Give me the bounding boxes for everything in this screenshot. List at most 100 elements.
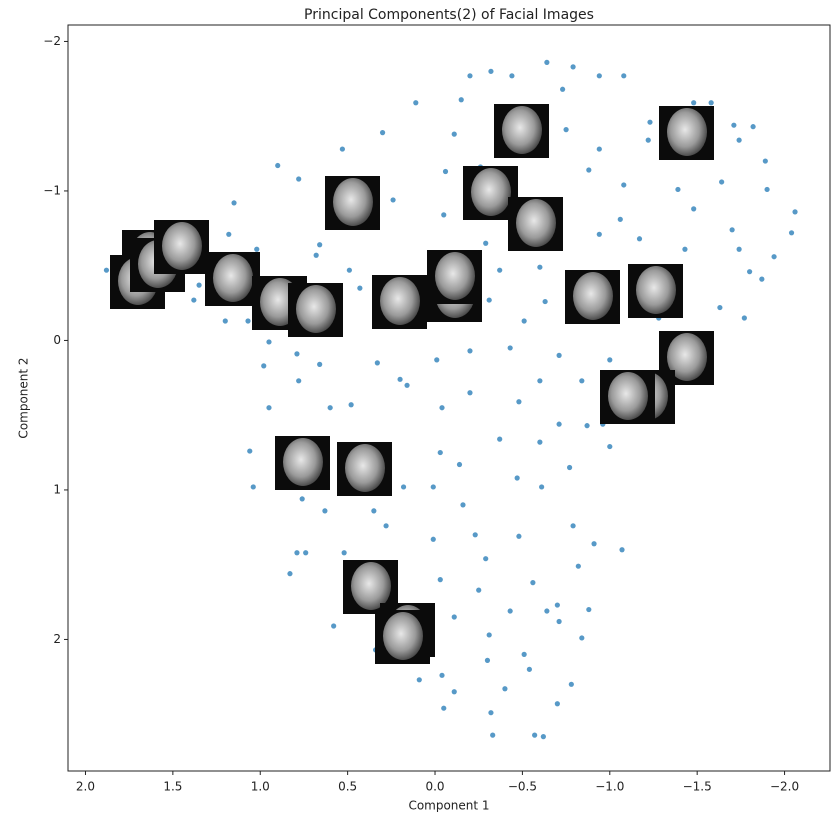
point	[741, 315, 747, 321]
face	[380, 277, 420, 325]
face	[162, 222, 202, 270]
point	[516, 533, 522, 539]
point	[762, 158, 768, 164]
point	[554, 701, 560, 707]
point	[514, 475, 520, 481]
point	[596, 73, 602, 79]
point	[486, 297, 492, 303]
point	[596, 231, 602, 237]
point	[556, 421, 562, 427]
point	[486, 632, 492, 638]
point	[736, 246, 742, 252]
point	[266, 339, 272, 345]
point	[275, 162, 281, 169]
point	[764, 186, 770, 193]
point	[621, 182, 627, 188]
x-tick-label: 2.0	[76, 780, 95, 794]
point	[437, 577, 443, 583]
point	[245, 318, 251, 324]
point	[507, 345, 513, 351]
point	[560, 86, 566, 92]
face	[608, 372, 648, 420]
point	[542, 298, 548, 305]
point	[483, 240, 489, 246]
point	[348, 402, 354, 408]
point	[467, 73, 473, 79]
point	[497, 436, 503, 442]
face	[573, 272, 613, 320]
point	[379, 130, 386, 136]
point	[708, 100, 714, 106]
point	[584, 423, 590, 429]
point	[247, 448, 253, 454]
point	[747, 269, 753, 275]
points	[103, 59, 798, 740]
point	[488, 710, 494, 716]
face	[435, 252, 475, 300]
point	[530, 580, 536, 586]
point	[497, 267, 503, 273]
point	[299, 496, 305, 502]
point	[261, 363, 267, 369]
y-tick-label: 0	[53, 333, 61, 347]
point	[317, 242, 323, 248]
point	[404, 382, 410, 388]
point	[476, 587, 482, 593]
point	[346, 267, 352, 273]
point	[636, 236, 643, 242]
face	[383, 612, 423, 660]
point	[451, 614, 457, 620]
point	[617, 216, 623, 222]
face	[502, 106, 542, 154]
point	[434, 357, 440, 363]
point	[556, 352, 562, 358]
point	[266, 405, 272, 411]
point	[303, 550, 309, 556]
point	[729, 227, 735, 233]
face	[333, 178, 373, 226]
point	[544, 608, 550, 614]
point	[327, 405, 333, 411]
point	[521, 651, 527, 657]
point	[458, 97, 464, 103]
face	[213, 254, 253, 302]
x-tick-label: −1.5	[683, 780, 712, 794]
point	[675, 186, 681, 193]
point	[556, 618, 562, 625]
point	[442, 168, 449, 175]
point	[287, 571, 293, 577]
point	[467, 390, 473, 396]
point	[451, 689, 457, 695]
point	[771, 254, 777, 260]
point	[231, 200, 237, 206]
point	[456, 461, 463, 468]
point	[507, 608, 513, 614]
y-tick-label: −1	[43, 183, 61, 197]
point	[296, 176, 302, 182]
point	[619, 547, 625, 553]
point	[451, 131, 457, 137]
y-tick-label: 2	[53, 632, 61, 646]
point	[532, 732, 538, 738]
point	[579, 635, 585, 641]
x-tick-label: −0.5	[508, 780, 537, 794]
x-tick-label: 1.0	[251, 780, 270, 794]
point	[226, 231, 232, 237]
point	[579, 378, 585, 384]
chart-title: Principal Components(2) of Facial Images	[304, 7, 594, 23]
point	[441, 212, 447, 218]
x-tick-label: 1.5	[163, 780, 182, 794]
point	[296, 378, 302, 384]
point	[544, 59, 550, 65]
point	[607, 357, 613, 363]
point	[441, 705, 447, 711]
point	[537, 439, 543, 445]
point	[460, 502, 466, 508]
point	[575, 563, 581, 569]
point	[568, 681, 574, 687]
point	[416, 677, 422, 683]
point	[509, 73, 515, 79]
point	[540, 734, 546, 740]
point	[390, 197, 396, 203]
